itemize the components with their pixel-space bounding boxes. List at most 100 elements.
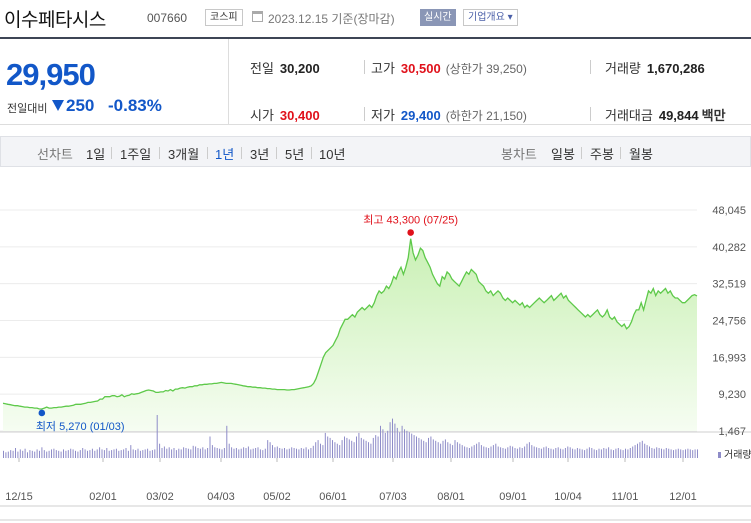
- volume-bar: [528, 442, 530, 458]
- volume-bar: [185, 448, 187, 458]
- volume-bar: [461, 445, 463, 458]
- volume-bar: [70, 448, 72, 458]
- volume-bar: [161, 448, 163, 458]
- volume-bar: [492, 445, 494, 458]
- y-tick-label: 1,467: [718, 426, 746, 438]
- chart-toolbar: 선차트 1일 1주일 3개월 1년 3년 5년 10년 봉차트 일봉 주봉 월봉: [0, 136, 751, 167]
- volume-bar: [468, 448, 470, 458]
- company-info-button[interactable]: 기업개요 ▾: [463, 9, 518, 26]
- volume-bar: [548, 448, 550, 458]
- volume-bar: [423, 440, 425, 458]
- volume-bar: [41, 447, 43, 459]
- down-arrow-icon: [52, 100, 64, 111]
- volume-bar: [149, 450, 151, 458]
- volume-bar: [245, 448, 247, 458]
- max-point[interactable]: [407, 229, 414, 236]
- low-label: 저가: [371, 108, 395, 123]
- period-3y[interactable]: 3년: [250, 147, 270, 162]
- volume-bar: [425, 442, 427, 458]
- volume-bar: [207, 448, 209, 458]
- volume-bar: [572, 448, 574, 458]
- volume-bar: [79, 450, 81, 458]
- divider: [159, 147, 160, 159]
- volume-bar: [550, 448, 552, 458]
- period-1d[interactable]: 1일: [86, 147, 106, 162]
- realtime-badge[interactable]: 실시간: [420, 9, 456, 26]
- volume-bar: [399, 432, 401, 458]
- price-chart[interactable]: 48,045 40,282 32,519 24,756 16,993 9,230 1,467…: [0, 168, 751, 523]
- period-1w[interactable]: 1주일: [120, 147, 152, 162]
- volume-bar: [368, 442, 369, 458]
- volume-bar: [3, 450, 4, 458]
- volume-bar: [608, 447, 610, 459]
- volume-bar: [324, 432, 326, 458]
- volume-bar: [94, 450, 96, 458]
- low-cell: 저가 29,400 (하한가 21,150): [371, 105, 527, 124]
- candle-daily[interactable]: 일봉: [551, 147, 575, 162]
- volume-bar: [605, 448, 607, 458]
- period-10y[interactable]: 10년: [319, 147, 346, 162]
- volume-bar: [312, 445, 314, 458]
- period-3m[interactable]: 3개월: [168, 147, 200, 162]
- volume-bar: [31, 450, 33, 458]
- candle-monthly[interactable]: 월봉: [629, 147, 653, 162]
- volume-bar: [53, 448, 55, 458]
- volume-bar: [574, 449, 576, 458]
- volume-bar: [19, 449, 21, 458]
- volume-bar: [356, 436, 357, 458]
- volume-bar: [89, 450, 91, 458]
- volume-bar: [39, 450, 40, 458]
- x-tick-label: 12/01: [669, 491, 697, 503]
- volume-bar: [478, 442, 480, 458]
- volume-bar: [651, 448, 653, 458]
- volume-bar: [564, 448, 566, 458]
- volume-bar: [629, 448, 631, 458]
- market-badge: 코스피: [205, 9, 243, 26]
- volume-bar: [377, 436, 379, 458]
- candle-weekly[interactable]: 주봉: [590, 147, 614, 162]
- high-value: 30,500: [400, 61, 441, 76]
- period-1y[interactable]: 1년: [215, 147, 235, 162]
- volume-bar: [334, 442, 336, 458]
- volume-bar: [327, 436, 329, 458]
- volume-bar: [392, 418, 393, 458]
- line-chart-label[interactable]: 선차트: [37, 147, 73, 162]
- min-point[interactable]: [38, 409, 46, 417]
- volume-bar: [190, 449, 192, 458]
- volume-bar: [406, 430, 408, 458]
- volume-bar: [221, 449, 223, 458]
- candle-chart-label[interactable]: 봉차트: [501, 147, 537, 162]
- volume-bar: [197, 448, 199, 458]
- x-tick-label: 09/01: [499, 491, 527, 503]
- divider: [620, 147, 621, 159]
- amount-label: 거래대금: [605, 108, 653, 123]
- divider: [207, 147, 208, 159]
- volume-bar: [466, 447, 468, 459]
- period-5y[interactable]: 5년: [285, 147, 305, 162]
- volume-legend-swatch: [718, 452, 721, 458]
- prev-close-cell: 전일 30,200: [250, 58, 320, 77]
- volume-bar: [697, 449, 698, 458]
- volume-bar: [12, 450, 14, 458]
- y-tick-label: 24,756: [712, 316, 746, 328]
- volume-bar: [382, 429, 384, 458]
- date-text: 2023.12.15 기준(장마감): [268, 12, 395, 26]
- x-tick-label: 08/01: [437, 491, 465, 503]
- volume-bar: [43, 450, 45, 458]
- volume-bar: [452, 445, 454, 458]
- volume-bar: [610, 449, 612, 458]
- volume-bar: [519, 447, 521, 459]
- volume-bar: [567, 446, 569, 458]
- divider: [590, 107, 591, 121]
- upper-limit: (상한가 39,250): [445, 62, 527, 76]
- volume-bar: [444, 439, 446, 458]
- volume-bar: [259, 449, 261, 458]
- volume-bar: [416, 436, 417, 458]
- volume-bar: [471, 446, 473, 458]
- volume-bar: [159, 443, 161, 458]
- volume-bar: [115, 448, 117, 458]
- min-annotation: 최저 5,270 (01/03): [36, 420, 125, 433]
- volume-bar: [101, 449, 103, 458]
- volume-bar: [408, 432, 410, 458]
- volume-bar: [668, 448, 670, 458]
